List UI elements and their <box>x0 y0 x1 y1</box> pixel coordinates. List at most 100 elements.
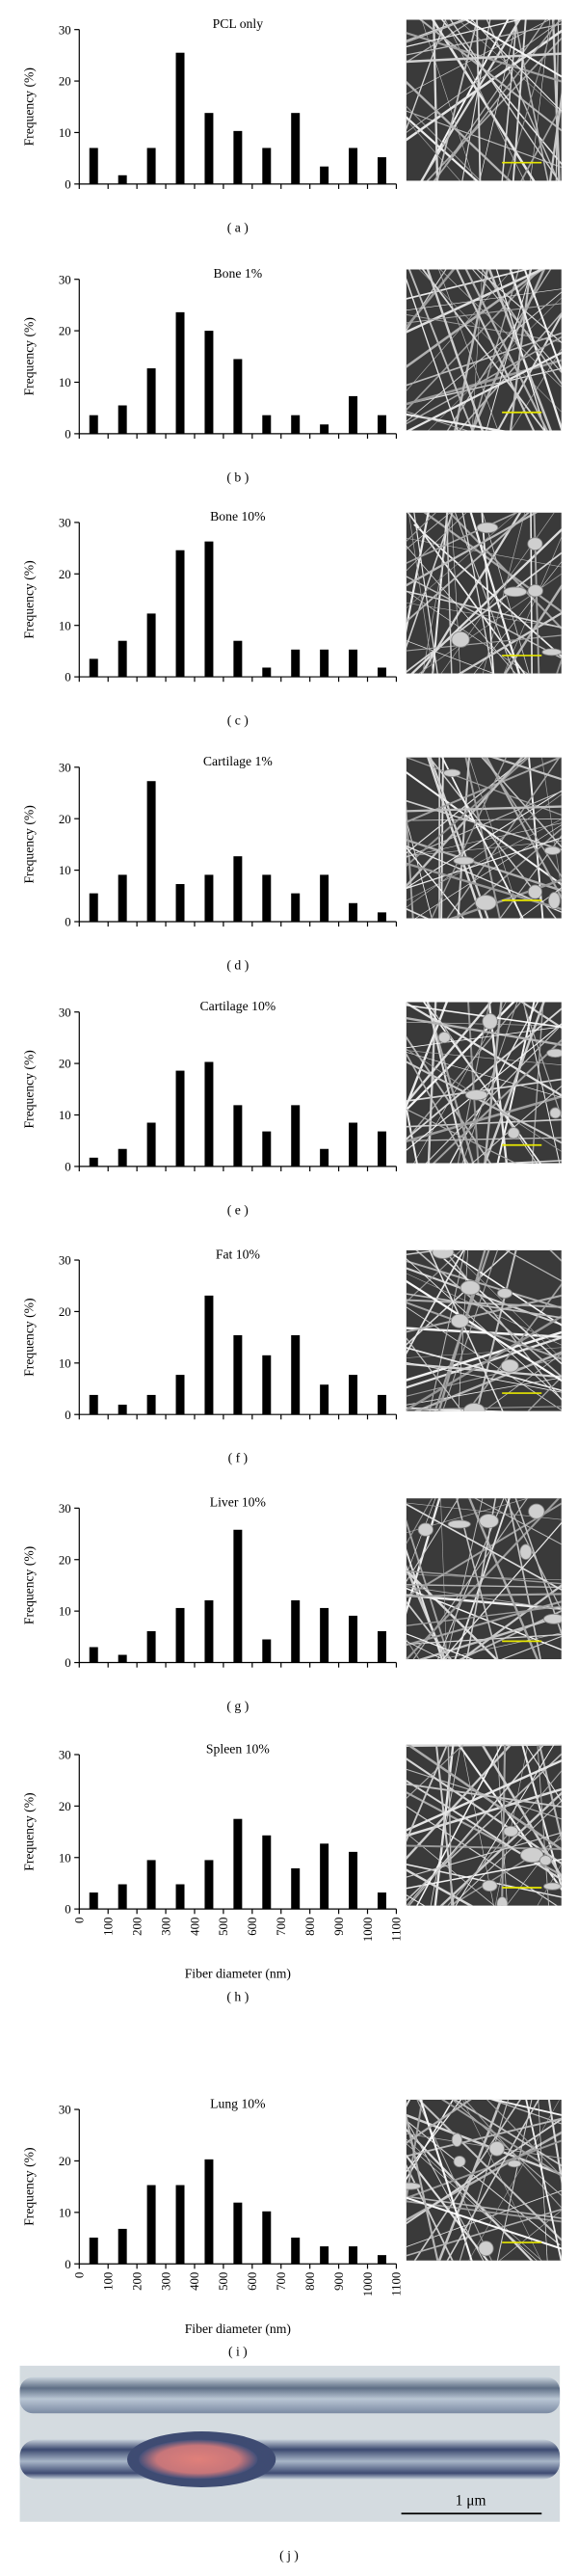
sem-fiber <box>406 269 447 332</box>
y-axis-label: Frequency (%) <box>21 1050 37 1128</box>
sem-fiber <box>406 1633 475 1660</box>
sem-fiber <box>406 1362 562 1379</box>
sem-fiber <box>406 757 524 888</box>
bar <box>262 2211 272 2265</box>
sem-fiber <box>460 1584 562 1660</box>
sem-fiber <box>556 657 562 674</box>
sem-fiber <box>406 1336 562 1389</box>
chart-title: Spleen 10% <box>206 1741 270 1756</box>
sem-fiber <box>549 1249 562 1262</box>
bar <box>204 1599 214 1663</box>
sem-fiber <box>406 1337 463 1411</box>
sem-fiber <box>406 119 460 181</box>
sem-fiber <box>406 1868 474 1906</box>
sem-fiber <box>406 1502 562 1598</box>
sem-fiber <box>406 1347 562 1358</box>
sem-fiber <box>406 1864 562 1898</box>
y-tick-label: 10 <box>59 376 71 389</box>
sem-fiber <box>440 1498 447 1660</box>
bar <box>233 1334 243 1415</box>
sem-fiber <box>461 512 494 674</box>
sem-bead <box>500 1358 519 1373</box>
sem-fiber <box>413 1351 562 1411</box>
sem-fiber <box>406 1406 562 1410</box>
sem-fiber <box>406 1832 562 1878</box>
bar <box>291 1334 301 1415</box>
sem-fiber <box>413 1002 507 1164</box>
sem-bead <box>432 1249 455 1259</box>
bar <box>89 1892 98 1910</box>
panel-caption: ( i ) <box>228 2345 248 2360</box>
sem-fiber <box>406 2113 562 2176</box>
sem-fiber <box>496 1002 536 1164</box>
bar <box>291 113 301 184</box>
chart-panel: Bone 1% 0 10 20 30 Frequency (%) ( b ) <box>21 266 562 485</box>
sem-fiber <box>406 19 475 64</box>
bar <box>320 1384 329 1415</box>
sem-fiber <box>406 512 517 609</box>
sem-fiber <box>406 1605 562 1626</box>
panel-caption: ( e ) <box>227 1202 249 1218</box>
y-tick-label: 0 <box>65 916 70 929</box>
panel-caption: ( h ) <box>226 1990 249 2005</box>
sem-fiber <box>427 757 484 919</box>
sem-fiber <box>434 19 547 181</box>
bar <box>320 166 329 184</box>
sem-bead <box>476 522 499 534</box>
sem-fiber <box>406 332 562 387</box>
bar <box>146 1860 156 1910</box>
sem-fiber <box>461 1744 494 1906</box>
sem-fiber <box>406 19 465 41</box>
bar <box>89 658 98 678</box>
sem-fiber <box>413 2099 522 2261</box>
sem-fiber <box>457 757 470 919</box>
y-tick-label: 20 <box>59 813 71 826</box>
bar <box>349 1375 358 1415</box>
fiber-image <box>19 2376 561 2414</box>
bar <box>349 148 358 184</box>
sem-fiber <box>461 19 491 181</box>
sem-fiber <box>512 19 527 181</box>
sem-fiber <box>406 80 512 181</box>
bar <box>377 1630 386 1663</box>
sem-fiber <box>406 1007 562 1140</box>
scale-bar-label: 1 μm <box>456 2493 486 2509</box>
sem-fiber <box>406 335 562 425</box>
sem-fiber <box>406 1002 522 1141</box>
sem-fiber <box>433 19 562 181</box>
y-tick-label: 0 <box>65 428 70 442</box>
sem-fiber <box>406 840 562 857</box>
bar <box>89 1394 98 1415</box>
sem-bead <box>460 1279 481 1296</box>
sem-fiber <box>410 527 562 674</box>
sem-fiber <box>464 757 501 919</box>
sem-fiber <box>406 1638 420 1660</box>
sem-fiber <box>406 2099 411 2108</box>
sem-fiber <box>530 512 533 674</box>
y-axis-label: Frequency (%) <box>21 1298 37 1376</box>
sem-fiber <box>406 1330 562 1382</box>
sem-bead <box>417 1522 434 1537</box>
y-tick-label: 30 <box>59 517 71 530</box>
sem-fiber <box>415 1744 503 1906</box>
sem-fiber <box>406 2099 455 2181</box>
sem-fiber <box>547 2099 562 2186</box>
sem-fiber <box>406 2154 489 2261</box>
sem-fiber <box>458 311 562 431</box>
sem-fiber <box>552 19 561 181</box>
x-tick-label: 900 <box>332 2272 346 2291</box>
bar <box>349 1851 358 1910</box>
sem-bead <box>507 2160 522 2168</box>
y-tick-label: 30 <box>59 1006 71 1019</box>
sem-bead <box>451 2133 462 2147</box>
sem-fiber <box>406 1118 562 1128</box>
bar <box>118 174 127 184</box>
bar <box>262 874 272 922</box>
sem-fiber <box>406 1768 562 1820</box>
sem-fiber <box>406 1498 460 1583</box>
sem-fiber <box>406 1783 562 1809</box>
bar <box>204 331 214 434</box>
sem-fiber <box>406 52 562 64</box>
